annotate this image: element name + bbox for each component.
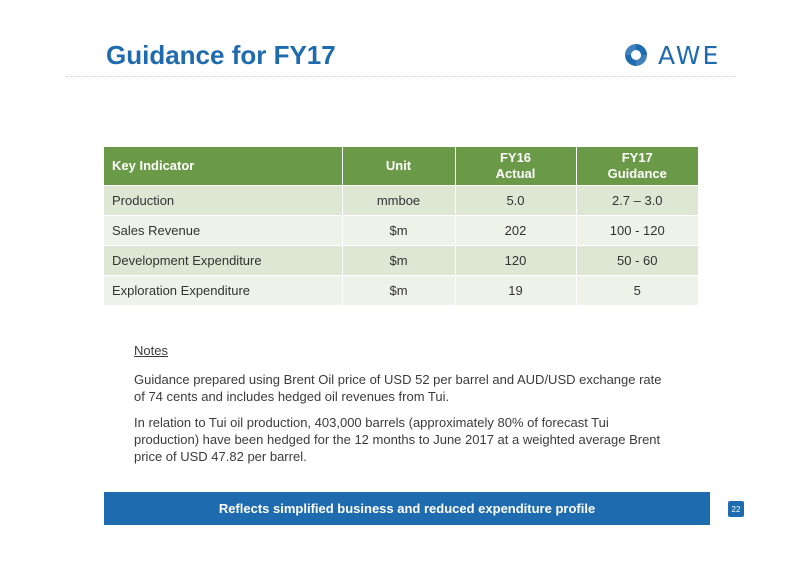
table-row: Sales Revenue $m 202 100 - 120 [104,215,698,246]
header-fy17-line2: Guidance [607,166,667,181]
row-unit: mmboe [342,185,456,216]
row-fy16: 5.0 [455,185,577,216]
company-logo: AWE [622,40,720,70]
logo-text: AWE [658,40,721,70]
guidance-table: Key Indicator Unit FY16 Actual FY17 Guid… [104,147,698,305]
notes-section: Notes Guidance prepared using Brent Oil … [134,342,664,474]
row-indicator: Sales Revenue [104,215,343,246]
row-unit: $m [342,215,456,246]
row-indicator: Production [104,185,343,216]
row-indicator: Exploration Expenditure [104,275,343,305]
summary-banner: Reflects simplified business and reduced… [104,492,710,525]
header-fy16-line2: Actual [495,166,536,181]
notes-heading: Notes [134,343,168,358]
row-fy17: 5 [576,275,698,305]
row-fy16: 19 [455,275,577,305]
row-unit: $m [342,275,456,305]
notes-paragraph: In relation to Tui oil production, 403,0… [134,415,661,464]
row-fy17: 50 - 60 [576,245,698,276]
header-fy16-actual: FY16 Actual [455,147,577,186]
row-fy17: 100 - 120 [576,215,698,246]
header-fy17-line1: FY17 [621,150,653,165]
row-unit: $m [342,245,456,276]
table-row: Production mmboe 5.0 2.7 – 3.0 [104,185,698,216]
row-fy16: 202 [455,215,577,246]
banner-text: Reflects simplified business and reduced… [218,501,596,516]
table-header-row: Key Indicator Unit FY16 Actual FY17 Guid… [104,147,698,186]
header-key-indicator: Key Indicator [104,147,343,186]
table-row: Development Expenditure $m 120 50 - 60 [104,245,698,276]
page-title: Guidance for FY17 [106,40,336,70]
header-fy17-guidance: FY17 Guidance [576,147,698,186]
row-fy16: 120 [455,245,577,276]
header-unit: Unit [342,147,456,186]
row-fy17: 2.7 – 3.0 [576,185,698,216]
header-fy16-line1: FY16 [499,150,532,165]
notes-paragraph: Guidance prepared using Brent Oil price … [134,372,662,404]
row-indicator: Development Expenditure [104,245,343,276]
title-divider [66,76,736,77]
page-number: 22 [728,501,744,517]
table-row: Exploration Expenditure $m 19 5 [104,275,698,305]
awe-swirl-logo-icon [622,41,650,69]
